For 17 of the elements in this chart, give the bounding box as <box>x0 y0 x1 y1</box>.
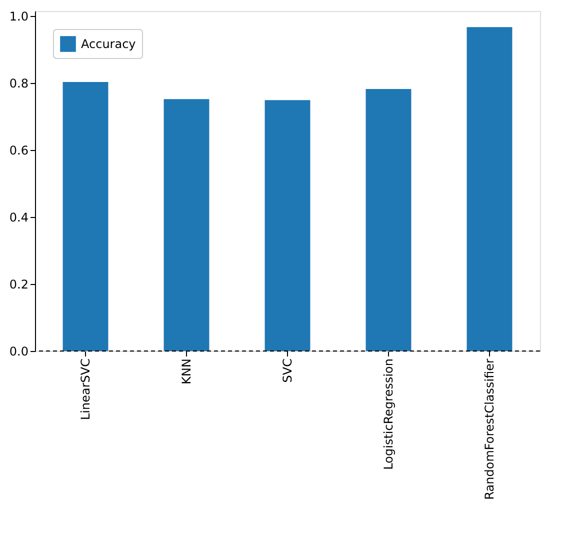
bar <box>264 100 310 351</box>
y-tick-label: 0.8 <box>9 76 28 91</box>
x-tick-label: SVC <box>280 358 294 383</box>
bar <box>62 82 108 351</box>
x-tick-label: LinearSVC <box>78 358 92 420</box>
x-tick-label: LogisticRegression <box>382 358 396 470</box>
y-tick-label: 0.4 <box>9 210 28 225</box>
x-tick-label: RandomForestClassifier <box>482 358 496 500</box>
x-tick-label: KNN <box>180 358 194 384</box>
bar <box>466 27 512 351</box>
y-tick-label: 0.0 <box>9 344 28 358</box>
bar <box>366 89 412 351</box>
y-tick-label: 0.6 <box>9 144 28 158</box>
y-tick-label: 1.0 <box>9 10 28 24</box>
bar <box>164 99 210 351</box>
y-tick-label: 0.2 <box>9 278 28 292</box>
legend-label: Accuracy <box>81 37 136 51</box>
